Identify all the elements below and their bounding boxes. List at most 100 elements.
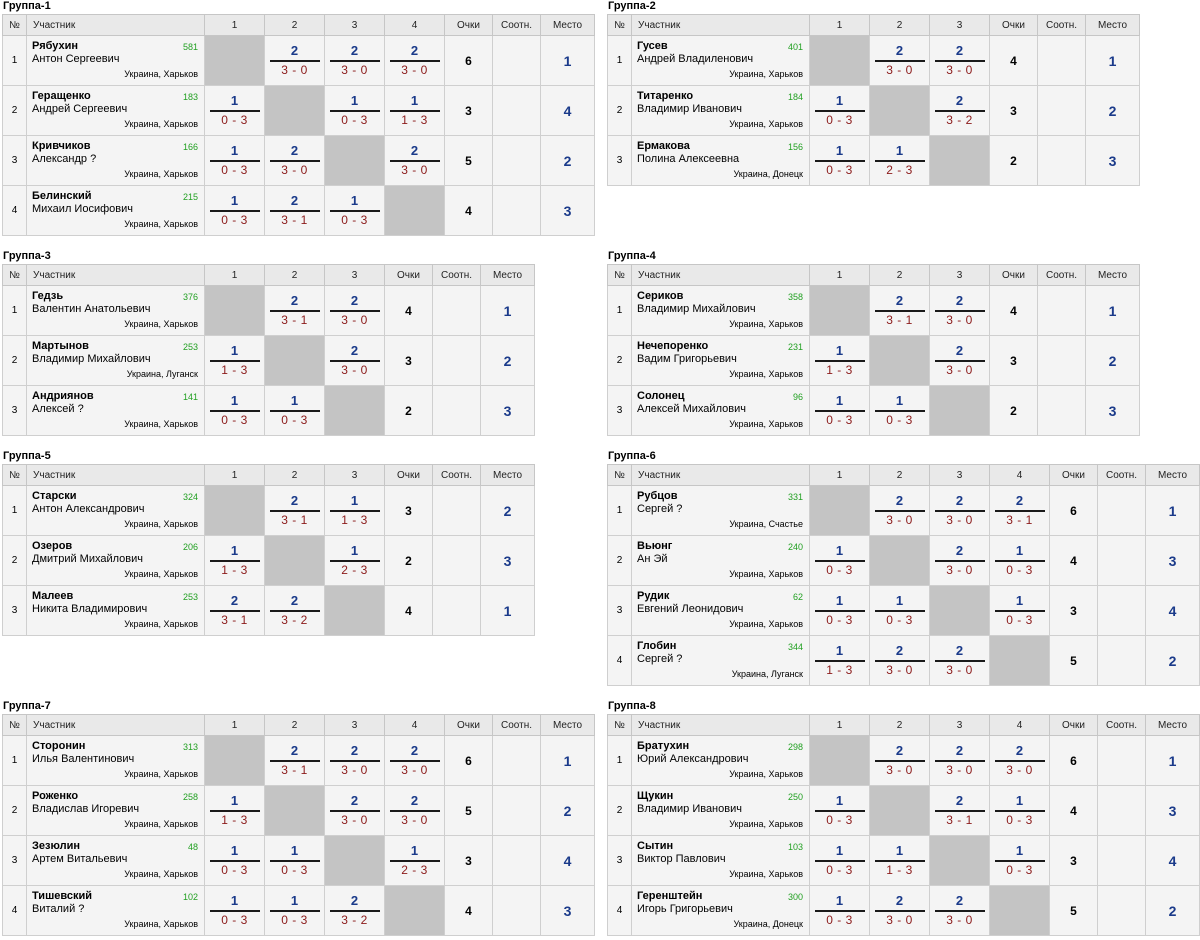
match-result[interactable]: 1 0 - 3	[324, 185, 385, 236]
match-result[interactable]: 1 0 - 3	[989, 535, 1050, 586]
match-result[interactable]: 1 1 - 3	[809, 335, 870, 386]
match-result[interactable]: 1 0 - 3	[869, 585, 930, 636]
match-result[interactable]: 1 0 - 3	[204, 385, 265, 436]
player-surname[interactable]: Тишевский	[32, 890, 92, 902]
match-result[interactable]: 2 3 - 2	[264, 585, 325, 636]
match-result[interactable]: 1 2 - 3	[869, 135, 930, 186]
match-result[interactable]: 2 3 - 2	[929, 85, 990, 136]
player-surname[interactable]: Кривчиков	[32, 140, 91, 152]
player-surname[interactable]: Сторонин	[32, 740, 86, 752]
match-result[interactable]: 2 3 - 0	[384, 35, 445, 86]
match-result[interactable]: 1 0 - 3	[264, 835, 325, 886]
match-result[interactable]: 2 3 - 0	[869, 735, 930, 786]
player-surname[interactable]: Озеров	[32, 540, 73, 552]
match-result[interactable]: 1 0 - 3	[869, 385, 930, 436]
player-surname[interactable]: Сытин	[637, 840, 674, 852]
match-result[interactable]: 1 0 - 3	[204, 885, 265, 936]
player-surname[interactable]: Мартынов	[32, 340, 89, 352]
match-result[interactable]: 1 0 - 3	[809, 835, 870, 886]
match-result[interactable]: 2 3 - 0	[264, 35, 325, 86]
match-result[interactable]: 1 0 - 3	[324, 85, 385, 136]
player-surname[interactable]: Титаренко	[637, 90, 694, 102]
player-surname[interactable]: Вьюнг	[637, 540, 673, 552]
match-result[interactable]: 1 0 - 3	[204, 835, 265, 886]
player-surname[interactable]: Андриянов	[32, 390, 94, 402]
match-result[interactable]: 2 3 - 0	[869, 35, 930, 86]
match-result[interactable]: 2 3 - 0	[929, 335, 990, 386]
match-result[interactable]: 1 0 - 3	[809, 385, 870, 436]
match-result[interactable]: 2 3 - 0	[929, 885, 990, 936]
player-surname[interactable]: Рудик	[637, 590, 670, 602]
match-result[interactable]: 1 0 - 3	[809, 785, 870, 836]
match-result[interactable]: 2 3 - 0	[324, 785, 385, 836]
match-result[interactable]: 1 0 - 3	[204, 135, 265, 186]
match-result[interactable]: 2 3 - 0	[929, 285, 990, 336]
match-result[interactable]: 2 3 - 0	[929, 485, 990, 536]
player-surname[interactable]: Малеев	[32, 590, 74, 602]
match-result[interactable]: 2 3 - 1	[929, 785, 990, 836]
match-result[interactable]: 2 3 - 1	[264, 485, 325, 536]
match-result[interactable]: 1 1 - 3	[324, 485, 385, 536]
player-surname[interactable]: Братухин	[637, 740, 690, 752]
player-surname[interactable]: Гедзь	[32, 290, 64, 302]
player-surname[interactable]: Щукин	[637, 790, 674, 802]
match-result[interactable]: 1 0 - 3	[989, 835, 1050, 886]
match-result[interactable]: 1 1 - 3	[204, 785, 265, 836]
player-surname[interactable]: Старски	[32, 490, 77, 502]
match-result[interactable]: 1 2 - 3	[324, 535, 385, 586]
match-result[interactable]: 1 0 - 3	[204, 85, 265, 136]
match-result[interactable]: 1 0 - 3	[989, 785, 1050, 836]
match-result[interactable]: 2 3 - 1	[264, 285, 325, 336]
match-result[interactable]: 2 3 - 0	[324, 735, 385, 786]
match-result[interactable]: 1 0 - 3	[809, 585, 870, 636]
match-result[interactable]: 2 3 - 1	[264, 735, 325, 786]
player-surname[interactable]: Глобин	[637, 640, 677, 652]
player-surname[interactable]: Ермакова	[637, 140, 690, 152]
player-surname[interactable]: Сериков	[637, 290, 684, 302]
match-result[interactable]: 2 3 - 1	[869, 285, 930, 336]
match-result[interactable]: 2 3 - 0	[869, 885, 930, 936]
player-surname[interactable]: Нечепоренко	[637, 340, 709, 352]
match-result[interactable]: 2 3 - 1	[989, 485, 1050, 536]
match-result[interactable]: 2 3 - 1	[204, 585, 265, 636]
match-result[interactable]: 1 0 - 3	[809, 85, 870, 136]
match-result[interactable]: 2 3 - 0	[384, 735, 445, 786]
match-result[interactable]: 2 3 - 0	[929, 735, 990, 786]
player-surname[interactable]: Белинский	[32, 190, 92, 202]
match-result[interactable]: 1 0 - 3	[264, 385, 325, 436]
match-result[interactable]: 2 3 - 0	[324, 35, 385, 86]
match-result[interactable]: 2 3 - 0	[384, 785, 445, 836]
player-surname[interactable]: Рубцов	[637, 490, 678, 502]
match-result[interactable]: 2 3 - 0	[869, 485, 930, 536]
player-surname[interactable]: Гусев	[637, 40, 668, 52]
match-result[interactable]: 1 0 - 3	[204, 185, 265, 236]
player-surname[interactable]: Рябухин	[32, 40, 79, 52]
match-result[interactable]: 2 3 - 0	[929, 635, 990, 686]
match-result[interactable]: 2 3 - 0	[989, 735, 1050, 786]
match-result[interactable]: 2 3 - 0	[869, 635, 930, 686]
match-result[interactable]: 1 1 - 3	[384, 85, 445, 136]
player-surname[interactable]: Зезюлин	[32, 840, 80, 852]
match-result[interactable]: 1 1 - 3	[869, 835, 930, 886]
match-result[interactable]: 2 3 - 0	[324, 285, 385, 336]
match-result[interactable]: 1 1 - 3	[204, 335, 265, 386]
match-result[interactable]: 1 0 - 3	[809, 885, 870, 936]
player-surname[interactable]: Солонец	[637, 390, 685, 402]
match-result[interactable]: 2 3 - 0	[384, 135, 445, 186]
player-surname[interactable]: Геренштейн	[637, 890, 703, 902]
match-result[interactable]: 1 1 - 3	[204, 535, 265, 586]
match-result[interactable]: 1 0 - 3	[809, 135, 870, 186]
match-result[interactable]: 1 0 - 3	[809, 535, 870, 586]
match-result[interactable]: 1 0 - 3	[264, 885, 325, 936]
match-result[interactable]: 2 3 - 1	[264, 185, 325, 236]
player-surname[interactable]: Геращенко	[32, 90, 91, 102]
player-surname[interactable]: Роженко	[32, 790, 79, 802]
match-result[interactable]: 2 3 - 0	[929, 35, 990, 86]
match-result[interactable]: 2 3 - 0	[324, 335, 385, 386]
match-result[interactable]: 1 0 - 3	[989, 585, 1050, 636]
match-result[interactable]: 1 1 - 3	[809, 635, 870, 686]
match-result[interactable]: 1 2 - 3	[384, 835, 445, 886]
match-result[interactable]: 2 3 - 0	[929, 535, 990, 586]
match-result[interactable]: 2 3 - 2	[324, 885, 385, 936]
match-result[interactable]: 2 3 - 0	[264, 135, 325, 186]
